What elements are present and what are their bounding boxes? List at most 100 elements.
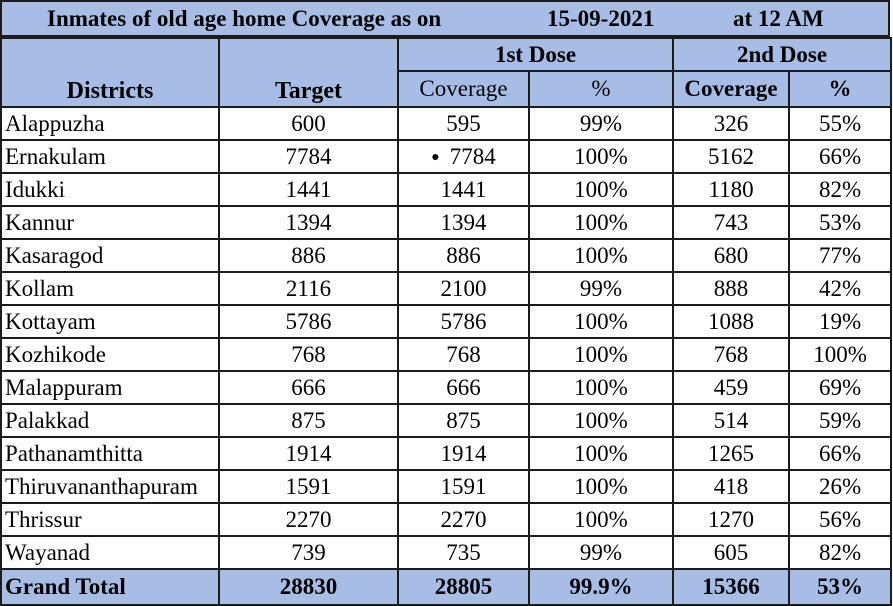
dose1-coverage-cell: 1591 (397, 469, 530, 504)
header-dose1: 1st Dose (396, 37, 675, 72)
table-row: Kozhikode 768 768 100% 768 100% (0, 337, 893, 372)
target-cell: 739 (218, 535, 399, 570)
dose1-percent-cell: 100% (527, 502, 675, 537)
dose1-coverage-cell: 768 (397, 337, 530, 372)
dose1-coverage-cell: 1394 (397, 205, 530, 240)
dose1-percent-cell: 99% (527, 271, 675, 306)
dose2-percent-cell: 66% (788, 139, 893, 174)
dose2-percent-cell: 77% (788, 238, 893, 273)
dose2-coverage-cell: 459 (672, 370, 791, 405)
dose2-coverage-cell: 418 (672, 469, 791, 504)
dose1-coverage-cell: 1914 (397, 436, 530, 471)
district-cell: Kottayam (0, 304, 220, 339)
total-label: Grand Total (0, 568, 220, 606)
table-row: Kottayam 5786 5786 100% 1088 19% (0, 304, 893, 339)
grand-total-row: Grand Total 28830 28805 99.9% 15366 53% (0, 568, 893, 606)
table-row: Palakkad 875 875 100% 514 59% (0, 403, 893, 438)
dose1-percent-cell: 100% (527, 403, 675, 438)
target-cell: 875 (218, 403, 399, 438)
table-row: Malappuram 666 666 100% 459 69% (0, 370, 893, 405)
table-row: Wayanad 739 735 99% 605 82% (0, 535, 893, 570)
target-cell: 7784 (218, 139, 399, 174)
dose1-percent-cell: 99% (527, 106, 675, 141)
dose1-coverage-cell: 2100 (397, 271, 530, 306)
dose2-coverage-cell: 743 (672, 205, 791, 240)
dose2-coverage-cell: 888 (672, 271, 791, 306)
district-cell: Kannur (0, 205, 220, 240)
target-cell: 600 (218, 106, 399, 141)
dose1-percent-cell: 100% (527, 337, 675, 372)
dose1-percent-cell: 100% (527, 436, 675, 471)
district-cell: Malappuram (0, 370, 220, 405)
district-cell: Idukki (0, 172, 220, 207)
dose1-percent-cell: 100% (527, 139, 675, 174)
table-row: Alappuzha 600 595 99% 326 55% (0, 106, 893, 141)
total-target: 28830 (218, 568, 399, 606)
district-cell: Thrissur (0, 502, 220, 537)
dose2-percent-cell: 59% (788, 403, 893, 438)
dose1-coverage-cell: 875 (397, 403, 530, 438)
header-dose1-coverage: Coverage (397, 70, 530, 108)
dose1-percent-cell: 100% (527, 238, 675, 273)
district-cell: Ernakulam (0, 139, 220, 174)
dose2-coverage-cell: 326 (672, 106, 791, 141)
dose2-coverage-cell: 680 (672, 238, 791, 273)
dose2-percent-cell: 53% (788, 205, 893, 240)
district-cell: Kozhikode (0, 337, 220, 372)
total-dose2-coverage: 15366 (672, 568, 791, 606)
table-row: Kasaragod 886 886 100% 680 77% (0, 238, 893, 273)
district-cell: Palakkad (0, 403, 220, 438)
header-dose2-percent: % (788, 70, 893, 108)
district-cell: Alappuzha (0, 106, 220, 141)
table-row: Pathanamthitta 1914 1914 100% 1265 66% (0, 436, 893, 471)
header-dose1-percent: % (527, 70, 675, 108)
district-cell: Kasaragod (0, 238, 220, 273)
target-cell: 1591 (218, 469, 399, 504)
dose1-percent-cell: 100% (527, 304, 675, 339)
dose2-percent-cell: 82% (788, 172, 893, 207)
target-cell: 666 (218, 370, 399, 405)
dose2-percent-cell: 69% (788, 370, 893, 405)
target-cell: 768 (218, 337, 399, 372)
dose2-percent-cell: 55% (788, 106, 893, 141)
dose2-percent-cell: 82% (788, 535, 893, 570)
table-row: Thrissur 2270 2270 100% 1270 56% (0, 502, 893, 537)
dose2-coverage-cell: 768 (672, 337, 791, 372)
cell-value: 7784 (449, 143, 496, 169)
district-cell: Pathanamthitta (0, 436, 220, 471)
dose1-percent-cell: 100% (527, 469, 675, 504)
dose1-coverage-cell: 2270 (397, 502, 530, 537)
header-dose2: 2nd Dose (672, 37, 893, 72)
table-body: Alappuzha 600 595 99% 326 55% Ernakulam 7784 ● 77… (0, 106, 893, 570)
table-row: Ernakulam 7784 ● 7784 100% 5162 66% (0, 139, 893, 174)
dose1-coverage-cell: 1441 (397, 172, 530, 207)
dose2-coverage-cell: 605 (672, 535, 791, 570)
dose1-coverage-cell: 595 (397, 106, 530, 141)
dose2-coverage-cell: 1270 (672, 502, 791, 537)
coverage-table: Districts Target 1st Dose 2nd Dose Cover… (0, 37, 893, 606)
table-row: Kollam 2116 2100 99% 888 42% (0, 271, 893, 306)
header-target: Target (218, 37, 399, 108)
target-cell: 2116 (218, 271, 399, 306)
title-heading: Inmates of old age home Coverage as on (47, 6, 442, 31)
dose2-coverage-cell: 1265 (672, 436, 791, 471)
dose1-percent-cell: 100% (527, 205, 675, 240)
dose2-percent-cell: 100% (788, 337, 893, 372)
district-cell: Thiruvananthapuram (0, 469, 220, 504)
dose1-coverage-cell: 5786 (397, 304, 530, 339)
dose2-coverage-cell: 514 (672, 403, 791, 438)
table-row: Kannur 1394 1394 100% 743 53% (0, 205, 893, 240)
title-date: 15-09-2021 (547, 6, 655, 31)
header-dose2-coverage: Coverage (672, 70, 791, 108)
table-row: Idukki 1441 1441 100% 1180 82% (0, 172, 893, 207)
total-dose1-percent: 99.9% (527, 568, 675, 606)
dose2-percent-cell: 56% (788, 502, 893, 537)
dose1-percent-cell: 100% (527, 370, 675, 405)
dose2-coverage-cell: 5162 (672, 139, 791, 174)
dose2-percent-cell: 26% (788, 469, 893, 504)
target-cell: 1914 (218, 436, 399, 471)
district-cell: Kollam (0, 271, 220, 306)
bullet-dot-icon: ● (431, 149, 440, 165)
district-cell: Wayanad (0, 535, 220, 570)
